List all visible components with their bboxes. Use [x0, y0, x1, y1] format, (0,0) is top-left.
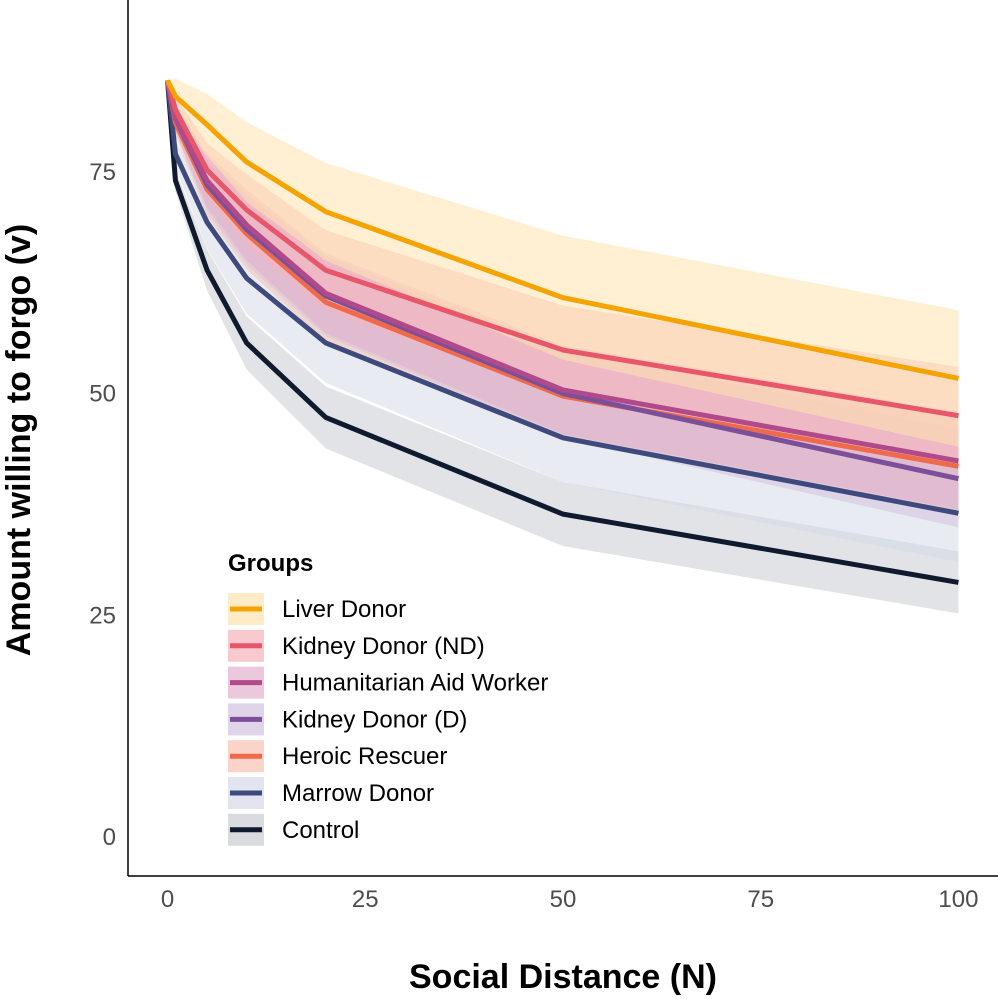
- x-tick-labels: 0 25 50 75 100: [161, 886, 979, 913]
- line-humanitarian-aid-worker: [165, 79, 959, 464]
- ribbon-liver-donor: [167, 78, 959, 447]
- y-tick-label: 75: [89, 159, 116, 186]
- line-liver-donor: [165, 79, 959, 381]
- x-tick-label: 25: [352, 886, 379, 913]
- legend-item-heroic-rescuer: Heroic Rescuer: [228, 740, 447, 773]
- x-axis-title: Social Distance (N): [409, 958, 717, 996]
- x-tick-label: 75: [747, 886, 774, 913]
- legend-title: Groups: [228, 550, 313, 577]
- legend-label: Kidney Donor (D): [282, 706, 467, 733]
- legend-item-control: Control: [228, 813, 359, 846]
- legend-label: Marrow Donor: [282, 780, 434, 807]
- legend-item-kidney-donor-nd: Kidney Donor (ND): [228, 629, 485, 662]
- legend-item-kidney-donor-d: Kidney Donor (D): [228, 703, 467, 736]
- legend-label: Kidney Donor (ND): [282, 633, 485, 660]
- y-tick-label: 0: [103, 824, 116, 851]
- series-lines: [165, 79, 959, 585]
- legend-label: Control: [282, 817, 359, 844]
- legend-label: Humanitarian Aid Worker: [282, 670, 548, 697]
- confidence-ribbons: [167, 78, 959, 614]
- legend-label: Liver Donor: [282, 596, 406, 623]
- y-tick-label: 50: [89, 381, 116, 408]
- legend-label: Heroic Rescuer: [282, 743, 447, 770]
- legend-item-marrow-donor: Marrow Donor: [228, 777, 434, 809]
- line-kidney-donor-nd: [165, 79, 959, 419]
- x-tick-label: 100: [938, 886, 978, 913]
- legend-item-liver-donor: Liver Donor: [228, 593, 406, 625]
- line-marrow-donor: [165, 80, 959, 516]
- y-tick-label: 25: [89, 602, 116, 629]
- legend: Groups Liver Donor Kidney Donor (ND) Human…: [228, 550, 548, 846]
- legend-item-humanitarian-aid-worker: Humanitarian Aid Worker: [228, 666, 548, 699]
- x-tick-label: 0: [161, 886, 174, 913]
- x-tick-label: 50: [550, 886, 577, 913]
- y-axis-title: Amount willing to forgo (v): [0, 224, 38, 656]
- ribbon-control: [167, 80, 959, 614]
- y-tick-labels: 0 25 50 75: [89, 159, 116, 851]
- line-control: [165, 80, 959, 585]
